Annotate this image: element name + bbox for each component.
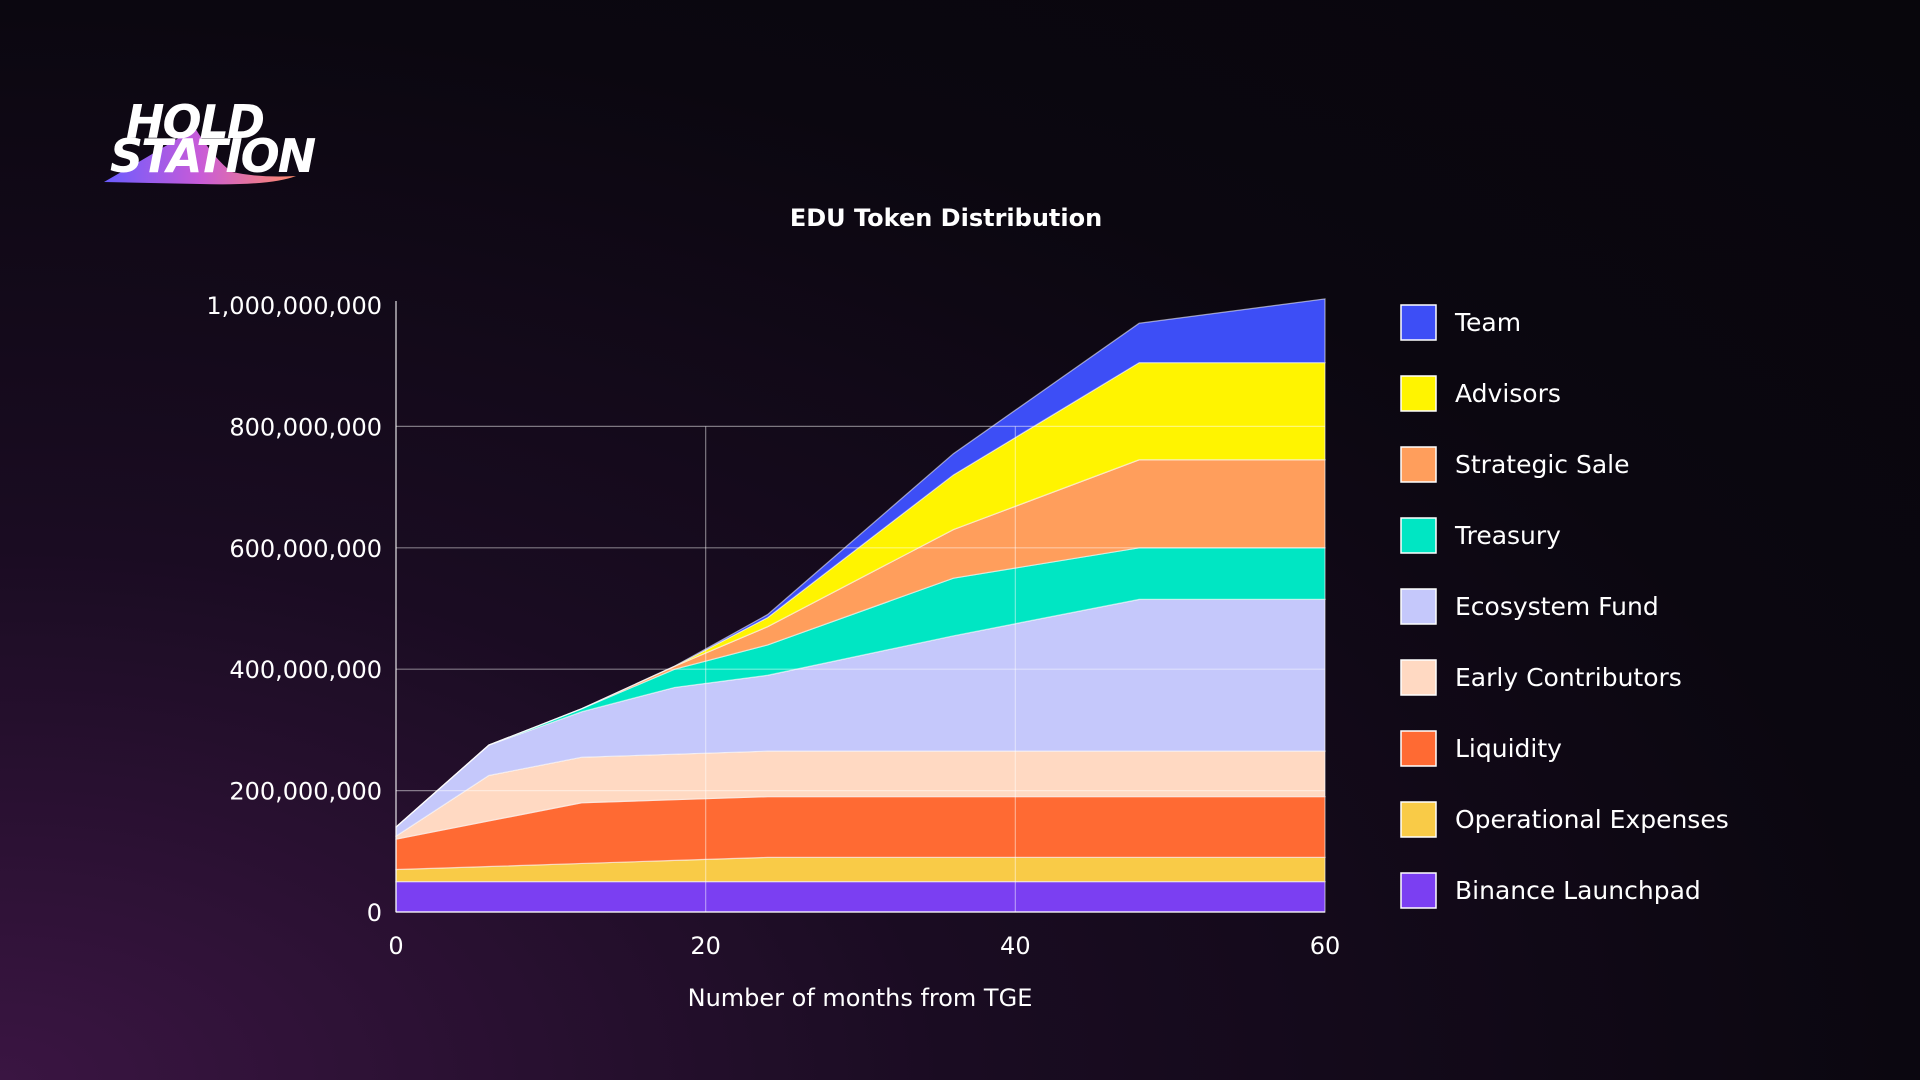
legend-swatch-early-contributors (1400, 659, 1437, 696)
legend-label-advisors: Advisors (1455, 379, 1561, 408)
area-binance-launchpad (395, 881, 1326, 913)
legend-swatch-liquidity (1400, 730, 1437, 767)
legend-swatch-treasury (1400, 517, 1437, 554)
y-tick-label: 200,000,000 (229, 778, 382, 806)
y-tick-label: 1,000,000,000 (206, 292, 382, 320)
y-tick-label: 600,000,000 (229, 535, 382, 563)
x-tick-label: 0 (388, 932, 403, 960)
legend-label-ecosystem-fund: Ecosystem Fund (1455, 592, 1659, 621)
legend-swatch-team (1400, 304, 1437, 341)
legend-label-team: Team (1454, 308, 1521, 337)
legend-label-operational-expenses: Operational Expenses (1455, 805, 1729, 834)
legend-label-early-contributors: Early Contributors (1455, 663, 1682, 692)
x-tick-label: 40 (1000, 932, 1031, 960)
logo-text-station: STATION (110, 129, 316, 183)
x-tick-label: 60 (1310, 932, 1341, 960)
x-axis-label: Number of months from TGE (688, 984, 1033, 1012)
axes (395, 301, 1325, 913)
holdstation-logo: HOLD STATION (104, 95, 318, 185)
legend-swatch-binance-launchpad (1400, 872, 1437, 909)
legend: Team Advisors Strategic Sale Treasury Ecosys… (1400, 304, 1729, 909)
y-tick-labels: 0 200,000,000 400,000,000 600,000,000 800,00… (206, 292, 382, 927)
logo-swoosh (104, 128, 296, 185)
area-team (395, 298, 1326, 828)
y-tick-label: 0 (367, 899, 382, 927)
x-tick-label: 20 (690, 932, 721, 960)
legend-label-strategic-sale: Strategic Sale (1455, 450, 1629, 479)
legend-label-liquidity: Liquidity (1455, 734, 1562, 763)
legend-swatch-strategic-sale (1400, 446, 1437, 483)
y-tick-label: 800,000,000 (229, 413, 382, 441)
chart-title: EDU Token Distribution (790, 204, 1102, 232)
legend-swatch-ecosystem-fund (1400, 588, 1437, 625)
legend-label-treasury: Treasury (1454, 521, 1561, 550)
gridlines (396, 425, 1325, 912)
legend-label-binance-launchpad: Binance Launchpad (1455, 876, 1701, 905)
legend-swatch-advisors (1400, 375, 1437, 412)
logo-text-hold: HOLD (126, 95, 264, 149)
x-tick-labels: 0 20 40 60 (388, 932, 1340, 960)
y-tick-label: 400,000,000 (229, 656, 382, 684)
area-series-group (395, 298, 1326, 913)
legend-swatch-operational-expenses (1400, 801, 1437, 838)
